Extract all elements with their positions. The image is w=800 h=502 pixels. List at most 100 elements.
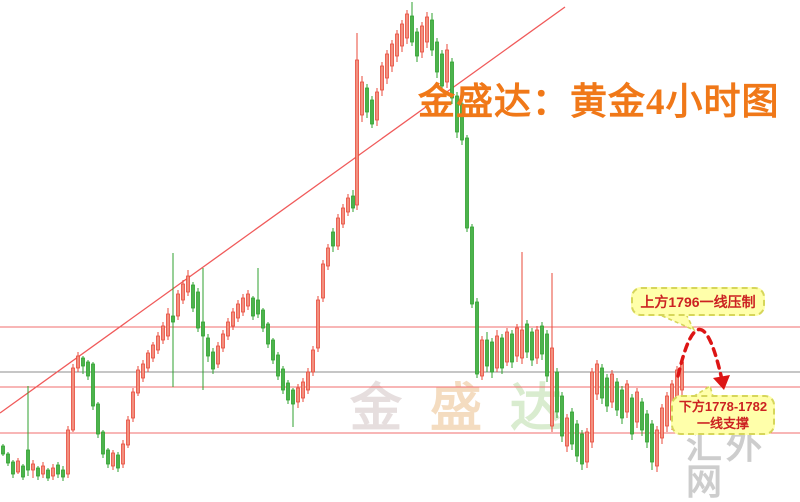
candle-body [141, 363, 145, 379]
candle-body [271, 339, 275, 361]
candle-body [266, 323, 270, 345]
candle-body [445, 49, 449, 83]
candle-body [515, 327, 519, 357]
candle-body [156, 335, 160, 351]
candle-body [41, 465, 45, 475]
candle-body [390, 43, 394, 67]
candle-body [535, 329, 539, 359]
candle-body [490, 341, 494, 373]
candle-body [206, 337, 210, 357]
candle-body [355, 59, 359, 206]
candle-body [191, 284, 195, 309]
support-callout: 下方1778-1782 一线支撑 [671, 395, 775, 435]
projection-arrow-arc [676, 327, 724, 382]
candle-body [216, 345, 220, 365]
candle-body [236, 303, 240, 319]
candle-body [71, 367, 75, 431]
candle-body [610, 373, 614, 403]
candle-body [420, 25, 424, 53]
candle-body [480, 339, 484, 377]
candle-body [106, 449, 110, 465]
candle-body [146, 352, 150, 369]
candle-body [555, 371, 559, 413]
candle-body [246, 293, 250, 307]
candle-body [151, 344, 155, 359]
candle-body [46, 469, 50, 479]
candle-body [26, 449, 30, 471]
candle-body [201, 321, 205, 337]
candle-body [56, 464, 60, 475]
candle-body [375, 91, 379, 121]
candle-body [680, 361, 684, 391]
candle-body [111, 452, 115, 467]
candle-body [585, 431, 589, 463]
support-callout-line1: 下方1778-1782 [678, 399, 768, 414]
candle-body [400, 23, 404, 47]
candle-body [650, 423, 654, 463]
candle-body [655, 429, 659, 467]
candle-body [415, 31, 419, 57]
candle-body [76, 355, 80, 369]
candle-body [360, 81, 364, 116]
candle-body [116, 454, 120, 469]
candle-body [430, 19, 434, 51]
candle-body [635, 391, 639, 423]
candle-body [176, 293, 180, 317]
candle-body [565, 417, 569, 447]
candle-body [81, 357, 85, 367]
candle-body [530, 331, 534, 361]
candle-body [326, 247, 330, 267]
candle-body [186, 275, 190, 293]
candle-body [460, 103, 464, 141]
candle-body [560, 395, 564, 437]
candle-body [595, 363, 599, 395]
candle-body [440, 53, 444, 87]
candle-body [640, 401, 644, 431]
candle-body [495, 335, 499, 369]
candle-body [251, 297, 255, 317]
candle-body [286, 382, 290, 401]
candle-body [226, 321, 230, 337]
resistance-callout-text: 上方1796一线压制 [640, 293, 756, 310]
candle-body [261, 309, 265, 329]
candle-body [221, 333, 225, 349]
candle-body [321, 263, 325, 299]
candle-body [545, 333, 549, 377]
candle-body [131, 391, 135, 419]
candle-body [470, 226, 474, 305]
candle-body [91, 363, 95, 407]
candlestick-chart [0, 2, 800, 481]
candle-body [296, 387, 300, 403]
candle-body [550, 347, 554, 427]
candle-body [61, 469, 65, 478]
candle-body [6, 453, 10, 464]
candle-body [370, 99, 374, 125]
candle-body [605, 377, 609, 407]
candle-body [341, 207, 345, 225]
candle-body [625, 383, 629, 413]
candle-body [435, 41, 439, 73]
candle-body [211, 351, 215, 370]
candle-body [455, 95, 459, 133]
candle-body [346, 197, 350, 213]
candle-body [395, 33, 399, 57]
candle-body [385, 53, 389, 79]
candle-body [66, 429, 70, 475]
candle-body [291, 389, 295, 405]
candle-body [101, 431, 105, 455]
resistance-callout: 上方1796一线压制 [631, 287, 765, 316]
candle-body [126, 419, 130, 446]
candle-body [645, 413, 649, 443]
candle-body [31, 463, 35, 471]
candle-body [11, 461, 15, 475]
projection-arrow-head [713, 375, 730, 390]
candle-body [311, 349, 315, 373]
candle-body [96, 403, 100, 435]
support-callout-line2: 一线支撑 [696, 416, 749, 431]
candle-body [500, 337, 504, 369]
candle-body [475, 301, 479, 375]
candle-body [196, 291, 200, 329]
candle-body [301, 381, 305, 399]
candle-body [51, 467, 55, 477]
candle-body [410, 15, 414, 43]
